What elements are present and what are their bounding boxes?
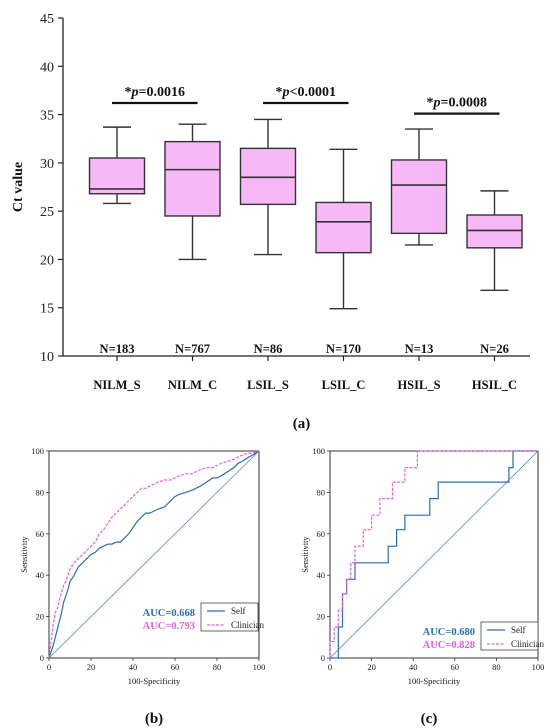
legend-box — [480, 621, 539, 651]
x-axis-label: 100-Specificity — [408, 676, 461, 686]
p-prefix: * — [427, 96, 434, 111]
y-tick-label: 40 — [40, 60, 54, 75]
y-tick-label: 40 — [317, 570, 326, 580]
p-value-label: *p=0.0016 — [125, 85, 185, 100]
category-label: LSIL_S — [247, 378, 289, 392]
auc-label: AUC=0.680 — [423, 627, 475, 638]
category-label: NILM_S — [93, 378, 140, 392]
x-tick-label: 80 — [492, 662, 501, 672]
roc-curve-self — [330, 450, 538, 659]
y-tick-label: 30 — [40, 157, 54, 172]
x-axis-label: 100-Specificity — [128, 676, 181, 686]
roc-curve-clinician — [48, 450, 260, 659]
x-tick-label: 100 — [532, 662, 545, 672]
category-label: HSIL_S — [397, 378, 440, 392]
box-HSIL_C — [466, 214, 523, 249]
x-tick-label: 40 — [409, 662, 418, 672]
legend-label-clinician: Clinician — [511, 639, 544, 649]
y-tick-label: 100 — [312, 446, 325, 456]
y-tick-label: 60 — [36, 529, 45, 539]
x-tick-label: 40 — [129, 662, 138, 672]
y-tick-label: 20 — [36, 612, 45, 622]
p-value-label: *p<0.0001 — [276, 85, 336, 100]
panel-label: (b) — [145, 711, 163, 727]
panel-label: (c) — [421, 711, 438, 727]
p-prefix: * — [125, 85, 132, 100]
x-tick-label: 80 — [213, 662, 222, 672]
x-tick-label: 20 — [367, 662, 376, 672]
y-axis-label: Sensitivity — [19, 536, 29, 573]
category-label: NILM_C — [168, 378, 217, 392]
plot-frame — [48, 450, 260, 659]
y-tick-label: 35 — [40, 109, 54, 124]
legend-label-self: Self — [511, 625, 526, 635]
p-italic: p — [433, 96, 441, 111]
panel-label-a: (a) — [293, 416, 311, 432]
y-tick-label: 60 — [317, 529, 326, 539]
y-tick-label: 10 — [40, 350, 54, 365]
y-tick-label: 0 — [40, 653, 44, 663]
y-axis-label: Ct value — [11, 162, 26, 212]
box-HSIL_S — [390, 159, 448, 235]
y-tick-label: 80 — [317, 487, 326, 497]
box-NILM_S — [88, 157, 146, 195]
p-suffix: =0.0008 — [441, 96, 487, 111]
x-tick-label: 100 — [253, 662, 266, 672]
roc-curve-self — [48, 450, 260, 659]
x-tick-label: 20 — [87, 662, 96, 672]
auc-label: AUC=0.793 — [143, 621, 195, 632]
roc-curve-clinician — [329, 450, 538, 658]
roc-panel-b: 0 20 40 60 80 100 0 20 40 60 80 100 100-Specificity S… — [19, 446, 265, 727]
n-label: N=767 — [175, 342, 210, 356]
box-LSIL_S — [239, 147, 297, 206]
n-label: N=26 — [480, 342, 509, 356]
p-italic: p — [131, 85, 139, 100]
auc-label: AUC=0.828 — [423, 640, 475, 651]
y-tick-label: 40 — [36, 570, 45, 580]
p-suffix: <0.0001 — [290, 85, 336, 100]
p-value-label: *p=0.0008 — [427, 96, 487, 111]
y-tick-label: 80 — [36, 487, 45, 497]
x-tick-label: 0 — [328, 662, 332, 672]
n-label: N=13 — [405, 342, 434, 356]
p-prefix: * — [276, 85, 283, 100]
y-tick-label: 100 — [31, 446, 44, 456]
p-suffix: =0.0016 — [139, 85, 185, 100]
y-tick-label: 45 — [40, 12, 54, 27]
legend-box — [200, 602, 259, 632]
legend-label-clinician: Clinician — [231, 620, 264, 630]
x-tick-label: 60 — [171, 662, 180, 672]
box-NILM_C — [164, 140, 221, 217]
n-label: N=86 — [254, 342, 283, 356]
reference-diagonal — [329, 450, 539, 659]
n-label: N=183 — [100, 342, 135, 356]
roc-panel-c: 0 20 40 60 80 100 0 20 40 60 80 100 100-Specificity S… — [300, 446, 544, 727]
reference-diagonal — [48, 450, 260, 659]
y-tick-label: 20 — [317, 612, 326, 622]
y-tick-label: 15 — [40, 302, 54, 317]
y-tick-label: 25 — [40, 205, 54, 220]
category-label: HSIL_C — [472, 378, 517, 392]
x-tick-label: 60 — [451, 662, 460, 672]
y-tick-label: 0 — [321, 653, 325, 663]
boxplot-panel-a: 10 15 20 25 30 35 40 45 Ct value N=183 NILM_S N=767… — [11, 12, 530, 432]
auc-label: AUC=0.668 — [143, 608, 195, 619]
legend-label-self: Self — [231, 606, 246, 616]
box-LSIL_C — [315, 201, 372, 254]
p-italic: p — [282, 85, 290, 100]
category-label: LSIL_C — [322, 378, 366, 392]
y-tick-label: 20 — [40, 253, 54, 268]
x-tick-label: 0 — [47, 662, 51, 672]
n-label: N=170 — [326, 342, 361, 356]
y-axis-label: Sensitivity — [300, 536, 310, 573]
